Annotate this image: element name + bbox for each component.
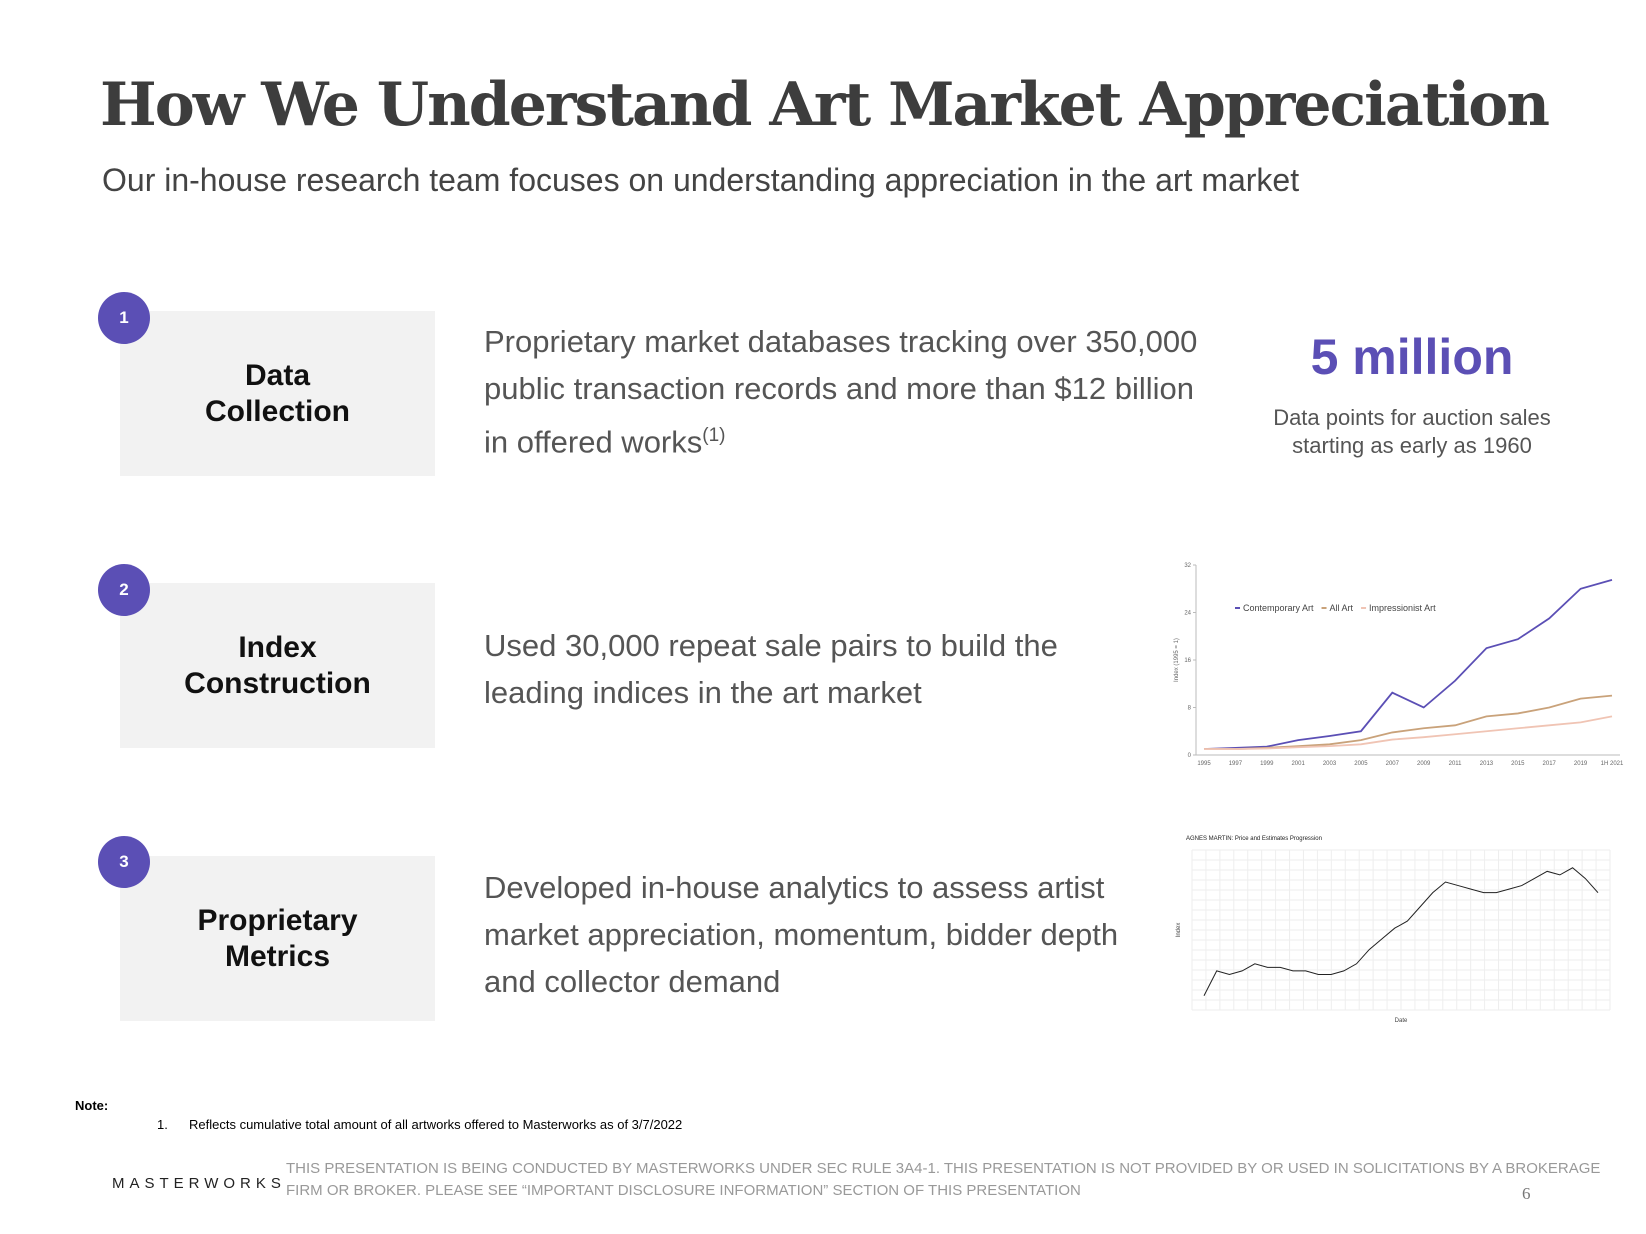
x-tick-label: 2015 bbox=[1511, 761, 1525, 767]
x-tick-label: 2005 bbox=[1354, 761, 1368, 767]
y-axis-label: Index (1995 = 1) bbox=[1174, 638, 1180, 682]
x-tick-label: 2003 bbox=[1323, 761, 1337, 767]
step-number: 1 bbox=[98, 292, 150, 344]
label: Data Collection bbox=[204, 358, 350, 428]
step-number: 3 bbox=[98, 836, 150, 888]
series-line bbox=[1204, 715, 1613, 750]
note-label: Note: bbox=[75, 1098, 109, 1113]
x-tick-label: 2007 bbox=[1386, 761, 1400, 767]
x-tick-label: 2013 bbox=[1480, 761, 1494, 767]
y-tick-label: 24 bbox=[1184, 611, 1191, 617]
label-box: Proprietary Metrics bbox=[120, 856, 435, 1021]
artist-chart: AGNES MARTIN: Price and Estimates Progre… bbox=[1176, 836, 1611, 1024]
note-text: Reflects cumulative total amount of all … bbox=[189, 1117, 683, 1132]
title: How We Understand Art Market Appreciatio… bbox=[100, 70, 1550, 140]
series-line bbox=[1203, 867, 1599, 997]
legend-label: Contemporary Art bbox=[1243, 603, 1314, 613]
subtitle: Our in-house research team focuses on un… bbox=[102, 162, 1300, 198]
description: Developed in-house analytics to assess a… bbox=[484, 870, 1119, 999]
x-tick-label: 2019 bbox=[1574, 761, 1588, 767]
y-tick-label: 32 bbox=[1184, 563, 1191, 569]
disclaimer: THIS PRESENTATION IS BEING CONDUCTED BY … bbox=[286, 1160, 1601, 1199]
x-tick-label: 1H 2021 bbox=[1601, 761, 1624, 767]
x-tick-label: 2001 bbox=[1291, 761, 1305, 767]
y-tick-label: 16 bbox=[1184, 658, 1191, 664]
y-axis-label: Index bbox=[1176, 923, 1182, 938]
description: Used 30,000 repeat sale pairs to build t… bbox=[484, 628, 1058, 710]
label: Proprietary Metrics bbox=[197, 903, 358, 973]
note-number: 1. bbox=[157, 1117, 168, 1132]
y-tick-label: 0 bbox=[1188, 753, 1192, 759]
index-chart: 0 8 16 24 32 Index (1995 = 1) 1995 1997 1999 2001… bbox=[1174, 563, 1624, 767]
label-box: Data Collection bbox=[120, 311, 435, 476]
logo: MASTERWORKS bbox=[112, 1175, 286, 1192]
x-tick-label: 1995 bbox=[1197, 761, 1211, 767]
series-line bbox=[1203, 578, 1613, 750]
x-tick-label: 1999 bbox=[1260, 761, 1274, 767]
stat-value: 5 million bbox=[1310, 329, 1514, 385]
legend-label: All Art bbox=[1330, 603, 1354, 613]
description-text: Proprietary market databases tracking ov… bbox=[484, 324, 1198, 460]
x-tick-label: 2011 bbox=[1449, 761, 1463, 767]
legend-label: Impressionist Art bbox=[1369, 603, 1436, 613]
series-line bbox=[1204, 694, 1613, 750]
description: Proprietary market databases tracking ov… bbox=[484, 318, 1204, 465]
footnote-ref: (1) bbox=[702, 425, 726, 446]
label: Index Construction bbox=[184, 630, 371, 700]
x-tick-label: 2009 bbox=[1417, 761, 1431, 767]
x-axis-label: Date bbox=[1395, 1018, 1408, 1024]
chart-title: AGNES MARTIN: Price and Estimates Progre… bbox=[1186, 836, 1322, 842]
stat-caption: Data points for auction sales starting a… bbox=[1273, 405, 1551, 458]
step-number: 2 bbox=[98, 564, 150, 616]
x-tick-label: 1997 bbox=[1229, 761, 1243, 767]
label-box: Index Construction bbox=[120, 583, 435, 748]
x-tick-label: 2017 bbox=[1543, 761, 1557, 767]
y-tick-label: 8 bbox=[1188, 706, 1192, 712]
page-number: 6 bbox=[1522, 1184, 1531, 1203]
